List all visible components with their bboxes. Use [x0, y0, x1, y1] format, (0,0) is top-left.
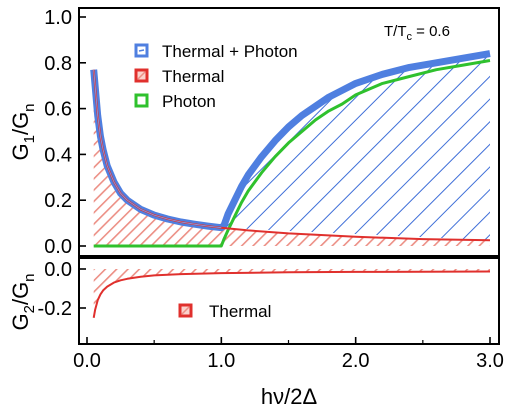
- legend-item-thermal-photon: Thermal + Photon: [134, 42, 298, 61]
- legend-label-thermal-bottom: Thermal: [209, 302, 271, 321]
- legend-label-thermal: Thermal: [162, 67, 224, 86]
- top-y-tick-label: 0.4: [44, 144, 72, 166]
- top-legend: Thermal + Photon Thermal Photon: [134, 42, 298, 111]
- top-y-ticks: 0.0 0.2 0.4 0.6 0.8 1.0: [44, 7, 86, 258]
- legend-swatch-photon: [134, 93, 149, 108]
- x-tick-label: 3.0: [476, 350, 504, 372]
- temperature-annotation: T/Tc = 0.6: [384, 23, 450, 43]
- x-tick-label: 2.0: [342, 350, 370, 372]
- bottom-y-axis-title: G2/Gn: [8, 273, 38, 330]
- thermal-hatch-area: [93, 69, 490, 246]
- top-y-tick-label: 1.0: [44, 7, 72, 29]
- legend-swatch-thermal-bottom-hatch: [181, 306, 190, 315]
- bottom-y-tick-label: -0.2: [38, 298, 72, 320]
- x-tick-label: 0.0: [73, 350, 101, 372]
- legend-item-photon: Photon: [134, 92, 216, 111]
- bottom-legend: Thermal: [178, 302, 271, 321]
- top-plot-area: [90, 50, 491, 248]
- thermal-bottom-line: [92, 270, 491, 318]
- legend-swatch-thermal-hatch: [137, 71, 146, 80]
- top-y-tick-label: 0.6: [44, 99, 72, 121]
- thermal-photon-hatch-area: [221, 53, 491, 241]
- x-tick-label: 1.0: [207, 350, 235, 372]
- thermal-bottom-hatch-area: [93, 269, 490, 318]
- bottom-plot-area: [92, 269, 491, 318]
- thermal-inner-line: [93, 69, 222, 229]
- top-y-tick-label: 0.8: [44, 53, 72, 75]
- bottom-y-tick-label: 0.0: [44, 259, 72, 281]
- legend-swatch-thermal-photon-hatch: [138, 49, 145, 52]
- top-y-axis-title: G1/Gn: [8, 103, 38, 160]
- legend-label-thermal-photon: Thermal + Photon: [162, 42, 298, 61]
- svg-text:G1/Gn: G1/Gn: [8, 103, 38, 160]
- x-axis-title: hν/2Δ: [261, 384, 318, 409]
- legend-item-thermal: Thermal: [134, 67, 224, 86]
- legend-label-photon: Photon: [162, 92, 216, 111]
- svg-text:G2/Gn: G2/Gn: [8, 273, 38, 330]
- top-y-tick-label: 0.2: [44, 190, 72, 212]
- bottom-y-ticks: 0.0 -0.2: [38, 259, 86, 320]
- bottom-x-ticks: 0.0 1.0 2.0 3.0: [73, 337, 504, 372]
- top-panel: 0.0 0.2 0.4 0.6 0.8 1.0 G1/Gn T/Tc = 0.6 Ther…: [8, 7, 500, 258]
- bottom-panel: 0.0 -0.2 0.0 1.0 2.0 3.0 G2/Gn Thermal hν/2Δ: [8, 257, 504, 409]
- top-y-tick-label: 0.0: [44, 236, 72, 258]
- top-frame: [78, 7, 500, 257]
